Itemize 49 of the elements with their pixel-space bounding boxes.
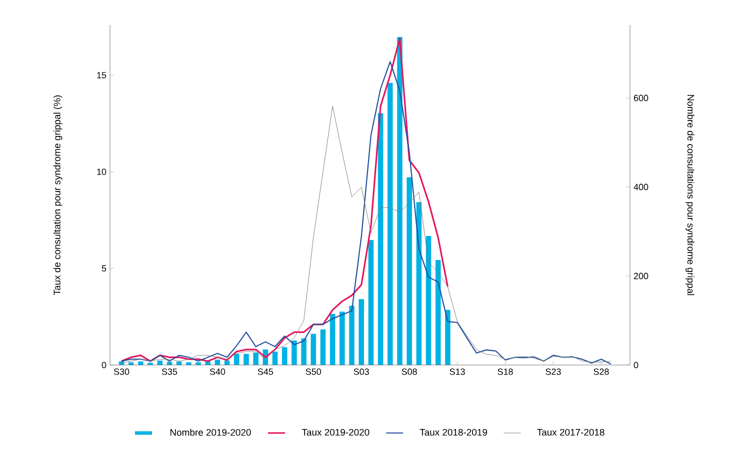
y-tick-label: 10 [97,168,106,175]
bar [435,260,441,365]
line-series [120,61,612,365]
line-series [120,38,449,362]
y2-axis-title: Nombre de consultations pour syndrome grippal [686,95,694,296]
x-tick-label: S30 [114,368,130,375]
bar [310,334,316,365]
bar [234,354,240,365]
legend-label: Taux 2017-2018 [537,428,604,436]
y-tick-label: 5 [102,265,106,272]
x-tick-label: S03 [354,368,369,375]
bar [253,352,258,365]
bar [292,340,297,365]
bar [416,202,422,365]
bar [426,236,432,365]
bar [358,299,364,365]
y2-tick-label: 200 [634,272,648,280]
bar [388,82,393,365]
legend-label: Taux 2018-2019 [420,428,488,436]
bar [378,113,384,365]
x-tick-label: S50 [306,368,322,375]
x-tick-label: S13 [450,368,465,375]
bar [301,338,306,365]
bar [340,312,345,365]
bar [330,314,336,365]
bar [406,177,412,365]
x-tick-label: S28 [594,368,609,375]
bar [244,354,249,365]
y2-tick-label: 0 [634,362,638,368]
x-tick-label: S18 [498,368,513,375]
y-axis-title: Taux de consultation pour syndrome grippal (%) [53,95,62,295]
y-tick-label: 15 [97,72,106,78]
bar [368,240,374,365]
bar [282,347,288,365]
bar [397,37,402,365]
x-tick-label: S40 [210,368,226,375]
y2-tick-label: 600 [634,94,648,102]
bar [445,310,450,365]
x-tick-label: S08 [402,368,417,375]
x-tick-label: S45 [258,368,274,375]
x-tick-label: S23 [546,368,561,375]
bar [349,306,354,365]
bar [272,352,278,365]
legend-label: Nombre 2019-2020 [170,428,251,436]
bar [320,329,326,365]
y-tick-label: 0 [102,362,106,368]
x-tick-label: S35 [162,368,178,375]
y2-tick-label: 400 [634,184,648,190]
legend-label: Taux 2019-2020 [302,428,370,436]
